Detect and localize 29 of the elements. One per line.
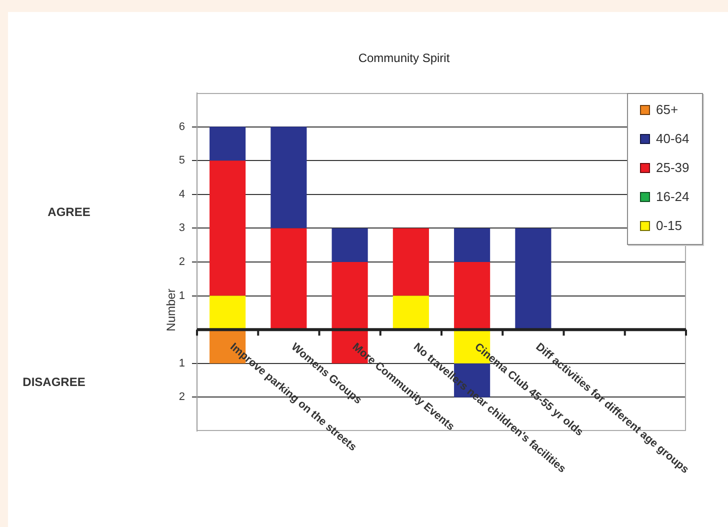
y-tick-label: 4 — [178, 188, 185, 200]
legend-label: 0-15 — [656, 218, 682, 233]
bar — [332, 228, 368, 262]
bar — [392, 296, 429, 330]
bar — [210, 160, 246, 296]
y-tick-label: 1 — [178, 357, 185, 370]
bar — [454, 262, 490, 330]
text: DISAGREE — [22, 375, 86, 389]
bar — [454, 228, 490, 262]
bar — [270, 228, 307, 330]
text: AGREE — [48, 205, 90, 219]
legend-label: 40-64 — [656, 131, 690, 146]
y-tick-label: 5 — [178, 154, 185, 167]
y-tick-label: 6 — [178, 120, 185, 133]
bar — [210, 126, 246, 161]
legend-label: 65+ — [656, 102, 678, 117]
bar — [210, 296, 246, 330]
y-tick-label: 1 — [178, 290, 185, 302]
legend-label: 16-24 — [656, 189, 690, 204]
legend-label: 25-39 — [656, 160, 690, 175]
y-tick-label: 3 — [178, 222, 185, 234]
bar — [392, 228, 429, 296]
y-tick-label: 2 — [178, 391, 185, 404]
bar — [332, 262, 368, 330]
chart-title: Community Spirit — [357, 51, 451, 65]
y-tick-label: 2 — [178, 256, 185, 268]
bar — [515, 228, 552, 330]
bar — [270, 126, 307, 228]
y-axis-title: Number — [164, 288, 178, 332]
